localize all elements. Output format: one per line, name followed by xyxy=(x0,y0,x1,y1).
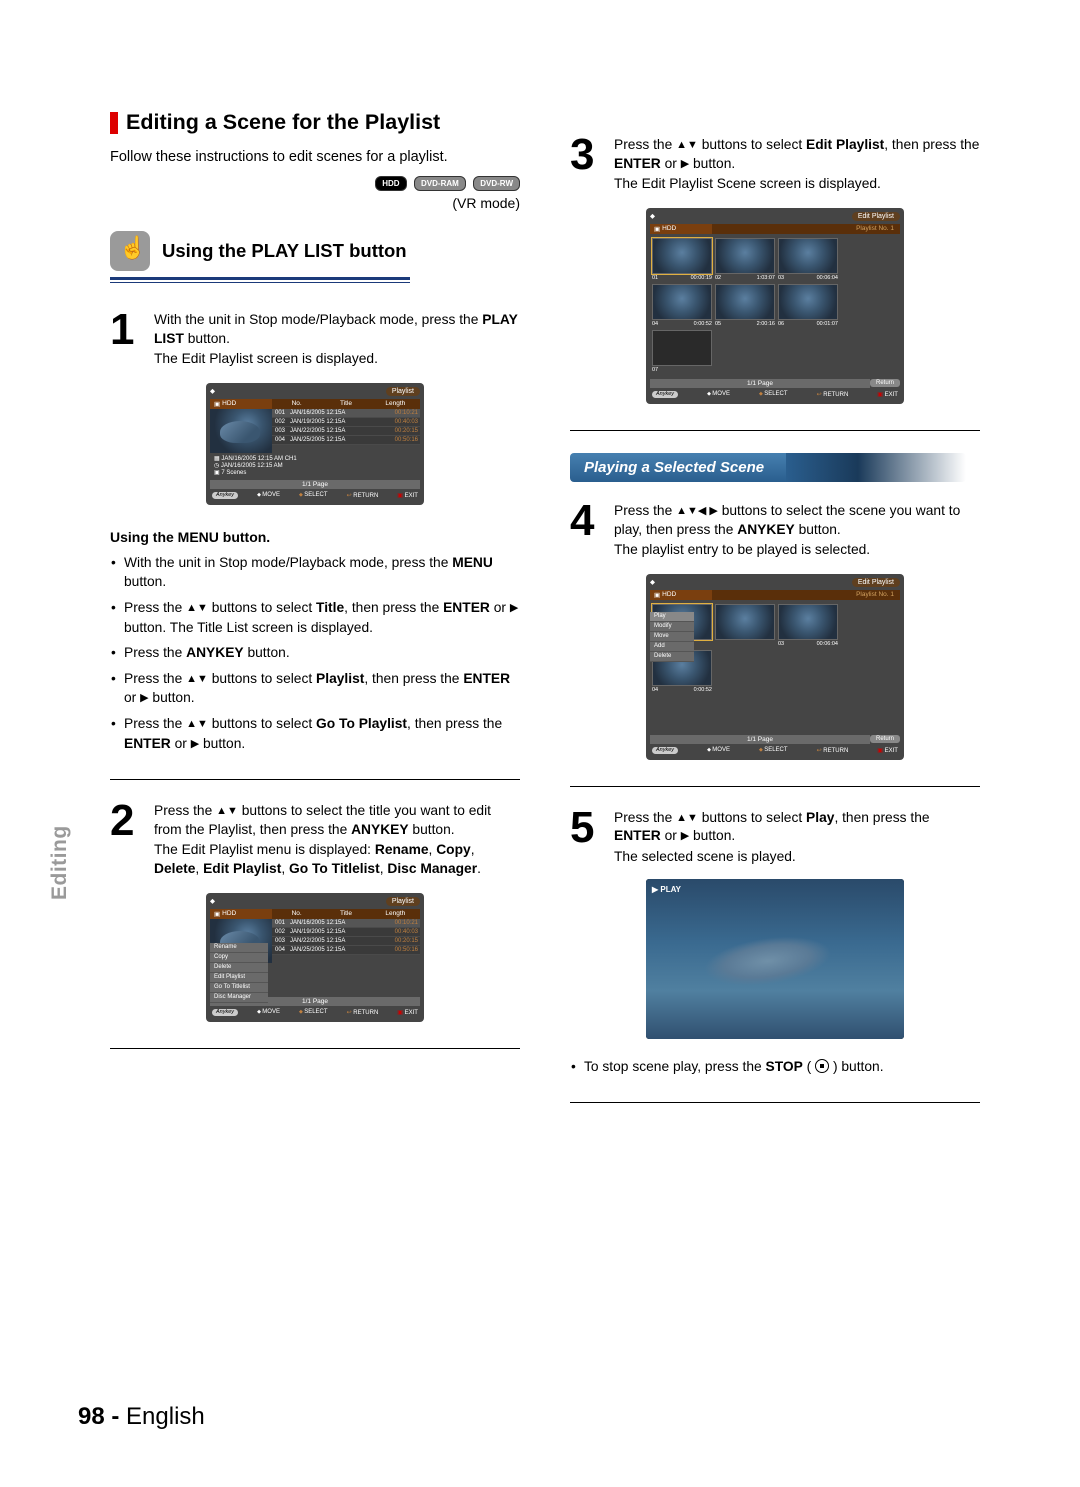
scene-cell[interactable] xyxy=(715,604,775,647)
step-3-text: Press the ▲▼ buttons to select Edit Play… xyxy=(614,136,980,194)
intro-text: Follow these instructions to edit scenes… xyxy=(110,149,520,165)
screen-tag: Playlist xyxy=(386,387,420,396)
step-2: 2 Press the ▲▼ buttons to select the tit… xyxy=(110,802,520,879)
ctx-modify[interactable]: Modify xyxy=(650,622,694,632)
menu-item-go-to-titlelist[interactable]: Go To Titlelist xyxy=(210,983,268,993)
table-row[interactable]: 002JAN/19/2005 12:15A00:40:03 xyxy=(272,418,420,427)
underline-thin xyxy=(110,282,410,283)
inset-heading-text: Playing a Selected Scene xyxy=(570,453,786,482)
scene-cell[interactable]: 0300:06:04 xyxy=(778,604,838,647)
playlist-screen-with-menu: ◆ Playlist ▣ HDD No. Title Length 001JAN… xyxy=(206,893,424,1022)
scene-cell[interactable]: 052:00:16 xyxy=(715,284,775,327)
ctx-delete[interactable]: Delete xyxy=(650,652,694,662)
anykey-button[interactable]: Anykey xyxy=(652,747,678,754)
return-button[interactable]: Return xyxy=(870,735,900,743)
left-column: Editing a Scene for the Playlist Follow … xyxy=(110,110,520,1125)
subheading-text: Using the PLAY LIST button xyxy=(162,240,407,262)
step-4-number: 4 xyxy=(570,502,606,560)
menu-bullets: With the unit in Stop mode/Playback mode… xyxy=(110,553,520,753)
page-columns: Editing a Scene for the Playlist Follow … xyxy=(110,110,1002,1125)
step-4-text: Press the ▲▼◀ ▶ buttons to select the sc… xyxy=(614,502,980,560)
ctx-move[interactable]: Move xyxy=(650,632,694,642)
step-1: 1 With the unit in Stop mode/Playback mo… xyxy=(110,311,520,369)
table-row[interactable]: 004JAN/25/2005 12:15A00:50:16 xyxy=(272,436,420,445)
table-row[interactable]: 003JAN/22/2005 12:15A00:20:15 xyxy=(272,937,420,946)
thumbnail-icon xyxy=(210,409,272,453)
badge-dvdram: DVD-RAM xyxy=(414,176,466,191)
step-1-number: 1 xyxy=(110,311,146,369)
table-row[interactable]: 003JAN/22/2005 12:15A00:20:15 xyxy=(272,427,420,436)
ctx-play[interactable]: Play xyxy=(650,612,694,622)
red-bar-icon xyxy=(110,112,118,134)
table-row[interactable]: 001JAN/16/2005 12:15A00:10:21 xyxy=(272,919,420,928)
scene-cell[interactable]: 0100:00:19 xyxy=(652,238,712,281)
stop-note: To stop scene play, press the STOP ( ) b… xyxy=(570,1057,980,1077)
scene-context-menu: Play Modify Move Add Delete xyxy=(650,612,694,662)
main-heading-text: Editing a Scene for the Playlist xyxy=(126,110,440,135)
underline-thick xyxy=(110,277,410,280)
edit-playlist-screen-with-menu: ◆ Edit Playlist ▣ HDD Playlist No. 1 01 … xyxy=(646,574,904,760)
separator xyxy=(570,786,980,787)
page-footer: 98 - English xyxy=(78,1403,205,1431)
dolphin-image-icon xyxy=(646,879,904,1039)
scene-cell[interactable]: 021:03:07 xyxy=(715,238,775,281)
separator xyxy=(570,1102,980,1103)
scene-thumbnails: 0100:00:19 021:03:07 0300:06:04 040:00:5… xyxy=(650,234,900,377)
disc-badges: HDD DVD-RAM DVD-RW xyxy=(110,173,520,191)
main-heading: Editing a Scene for the Playlist xyxy=(110,110,520,135)
menu-item-disc-manager[interactable]: Disc Manager xyxy=(210,993,268,1003)
step-5-number: 5 xyxy=(570,809,606,867)
hand-icon xyxy=(110,231,150,271)
return-button[interactable]: Return xyxy=(870,379,900,387)
play-preview-screen: PLAY xyxy=(646,879,904,1039)
step-5: 5 Press the ▲▼ buttons to select Play, t… xyxy=(570,809,980,867)
menu-item-delete[interactable]: Delete xyxy=(210,963,268,973)
stop-icon xyxy=(815,1059,829,1073)
ctx-add[interactable]: Add xyxy=(650,642,694,652)
anykey-button[interactable]: Anykey xyxy=(652,391,678,398)
playlist-screen: ◆ Playlist ▣ HDD No. Title Length 001JAN… xyxy=(206,383,424,505)
subheading-row: Using the PLAY LIST button xyxy=(110,231,520,271)
separator xyxy=(110,779,520,780)
vr-mode-label: (VR mode) xyxy=(110,195,520,211)
separator xyxy=(570,430,980,431)
badge-hdd: HDD xyxy=(375,176,406,191)
playlist-rows: 001JAN/16/2005 12:15A00:10:21 002JAN/19/… xyxy=(272,409,420,453)
step-2-text: Press the ▲▼ buttons to select the title… xyxy=(154,802,520,879)
sidebar-section-label: Editing xyxy=(48,825,72,900)
step-3-number: 3 xyxy=(570,136,606,194)
play-tag: PLAY xyxy=(652,885,681,894)
menu-item-rename[interactable]: Rename xyxy=(210,943,268,953)
badge-dvdrw: DVD-RW xyxy=(473,176,520,191)
scene-cell[interactable]: 0600:01:07 xyxy=(778,284,838,327)
separator xyxy=(110,1048,520,1049)
menu-item-edit-playlist[interactable]: Edit Playlist xyxy=(210,973,268,983)
scene-cell[interactable]: 0300:06:04 xyxy=(778,238,838,281)
context-menu: Rename Copy Delete Edit Playlist Go To T… xyxy=(210,943,268,1003)
step-1-text: With the unit in Stop mode/Playback mode… xyxy=(154,311,520,369)
scene-cell[interactable]: 040:00:52 xyxy=(652,284,712,327)
menu-heading: Using the MENU button. xyxy=(110,529,520,545)
screen-device: ▣ HDD xyxy=(210,399,272,409)
table-row[interactable]: 004JAN/25/2005 12:15A00:50:16 xyxy=(272,946,420,955)
menu-item-copy[interactable]: Copy xyxy=(210,953,268,963)
step-4: 4 Press the ▲▼◀ ▶ buttons to select the … xyxy=(570,502,980,560)
step-2-number: 2 xyxy=(110,802,146,879)
anykey-button[interactable]: Anykey xyxy=(212,492,238,499)
edit-playlist-screen: ◆ Edit Playlist ▣ HDD Playlist No. 1 010… xyxy=(646,208,904,404)
step-5-text: Press the ▲▼ buttons to select Play, the… xyxy=(614,809,980,867)
table-row[interactable]: 001JAN/16/2005 12:15A00:10:21 xyxy=(272,409,420,418)
anykey-button[interactable]: Anykey xyxy=(212,1009,238,1016)
inset-heading: Playing a Selected Scene xyxy=(570,453,980,502)
table-row[interactable]: 002JAN/19/2005 12:15A00:40:03 xyxy=(272,928,420,937)
right-column: 3 Press the ▲▼ buttons to select Edit Pl… xyxy=(570,110,980,1125)
step-3: 3 Press the ▲▼ buttons to select Edit Pl… xyxy=(570,136,980,194)
scene-cell[interactable]: 07 xyxy=(652,330,712,373)
